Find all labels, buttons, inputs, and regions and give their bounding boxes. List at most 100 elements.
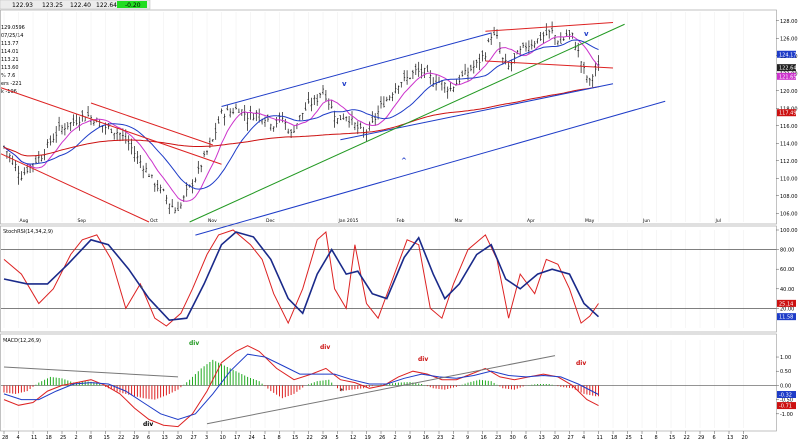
date-tick-label: 27	[191, 435, 197, 441]
stoch-axis-tick-label: 40.00	[780, 287, 794, 293]
macd-series	[1, 345, 776, 428]
date-tick-label: 22	[684, 435, 690, 441]
info-label: 113.77	[1, 41, 19, 47]
month-label: Dec	[266, 218, 275, 224]
price-axis-tick-label: 114.00	[780, 141, 798, 147]
header-bar: 122.93 123.25 122.40 122.64 -0.20	[0, 0, 151, 10]
macd-axis-tick-label: 1.00	[780, 355, 791, 361]
info-label: ers -221	[1, 81, 22, 87]
month-label: May	[585, 218, 595, 224]
month-label: Apr	[527, 218, 535, 224]
date-tick-label: 3	[205, 435, 208, 441]
price-axis-value-tag-label: 117.49	[779, 111, 797, 117]
moving-average-line	[3, 86, 599, 157]
caret-marker: ^	[401, 157, 407, 165]
date-tick-label: 18	[46, 435, 52, 441]
date-tick-label: 6	[524, 435, 527, 441]
date-tick-label: 8	[655, 435, 658, 441]
month-label: Jul	[715, 218, 721, 224]
date-tick-label: 23	[495, 435, 501, 441]
date-tick-label: 8	[278, 435, 281, 441]
price-axis-value-tag-label: 122.64	[779, 66, 797, 72]
month-label: Nov	[208, 218, 217, 224]
date-tick-label: 15	[104, 435, 110, 441]
date-tick-label: 9	[466, 435, 469, 441]
month-label: Oct	[150, 218, 158, 224]
stoch-axis-value-tag-label: 25.14	[779, 301, 793, 307]
date-tick-label: 29	[133, 435, 139, 441]
date-tick-label: 10	[220, 435, 226, 441]
info-label: % 7.6	[1, 73, 15, 79]
month-label: Sep	[78, 218, 87, 224]
stoch-d-line	[3, 231, 600, 322]
info-label: 113.21	[1, 57, 19, 63]
macd-trendline	[206, 355, 556, 425]
price-axis-tick-label: 112.00	[780, 159, 798, 165]
price-axis-value-tag-label: 124.17	[779, 52, 797, 58]
date-tick-label: 12	[350, 435, 356, 441]
macd-axis-value-tag	[777, 391, 796, 399]
month-label: Aug	[20, 218, 29, 224]
macd-axis-tick-label: -1.00	[780, 412, 793, 418]
star-marker: *	[340, 387, 344, 395]
stoch-axis-tick-label: 80.00	[780, 248, 794, 254]
date-tick-label: 24	[249, 435, 255, 441]
date-tick-label: 22	[118, 435, 124, 441]
price-trendline	[195, 100, 666, 236]
price-axis-value-tag	[777, 72, 796, 80]
header-change: -0.20	[125, 2, 141, 9]
info-label: k -196	[1, 89, 17, 95]
macd-axis-value-tag-label: -0.71	[779, 404, 792, 410]
price-axis-value-tag-label: 121.65	[779, 74, 797, 80]
macd-panel	[0, 333, 777, 432]
price-trendline	[340, 83, 614, 141]
price-trendline	[221, 32, 492, 107]
header-close: 122.64	[96, 2, 117, 9]
price-trendline	[0, 153, 150, 223]
macd-axis-tick-label: -0.50	[780, 398, 793, 404]
moving-average-line	[3, 39, 599, 190]
date-tick-label: 13	[539, 435, 545, 441]
date-tick-label: 16	[423, 435, 429, 441]
price-axis-tick-label: 120.00	[780, 89, 798, 95]
date-tick-label: 1	[640, 435, 643, 441]
date-tick-label: 28	[2, 435, 8, 441]
price-trendline	[485, 22, 614, 32]
date-tick-label: 11	[31, 435, 37, 441]
price-axis-tick-label: 128.00	[780, 19, 798, 25]
date-tick-label: 6	[147, 435, 150, 441]
stoch-axis-value-tag	[777, 313, 796, 321]
date-tick-label: 2	[452, 435, 455, 441]
price-axis-tick-label: 116.00	[780, 124, 798, 130]
macd-signal-line	[3, 353, 599, 421]
date-tick-label: 27	[568, 435, 574, 441]
div-label: div	[320, 344, 330, 351]
date-tick-label: 1	[263, 435, 266, 441]
date-tick-label: 20	[553, 435, 559, 441]
price-panel	[0, 9, 777, 225]
date-tick-label: 22	[307, 435, 313, 441]
date-tick-label: 23	[437, 435, 443, 441]
price-trendline	[0, 87, 222, 165]
stoch-k-line	[3, 229, 599, 327]
month-label: Mar	[455, 218, 464, 224]
month-label: Jun	[642, 218, 650, 224]
date-tick-label: 13	[727, 435, 733, 441]
div-label: div	[418, 356, 428, 363]
info-label: 113.60	[1, 65, 19, 71]
month-label: Feb	[397, 218, 405, 224]
stoch-title: StochRSI(14,34,2,9)	[3, 229, 53, 235]
info-label: 129.0596	[1, 25, 25, 31]
macd-axis-value-tag	[777, 402, 796, 410]
price-axis-tick-label: 126.00	[780, 36, 798, 42]
date-tick-label: 5	[336, 435, 339, 441]
macd-trendline	[3, 366, 179, 378]
macd-axis-tick-label: 0.50	[780, 369, 791, 375]
header-open: 122.93	[12, 2, 33, 9]
axes: 106.00108.00110.00112.00114.00116.00118.…	[2, 19, 798, 441]
price-axis-value-tag	[777, 50, 796, 58]
stoch-axis-tick-label: 100.00	[780, 228, 798, 234]
moving-average-line	[3, 35, 599, 202]
